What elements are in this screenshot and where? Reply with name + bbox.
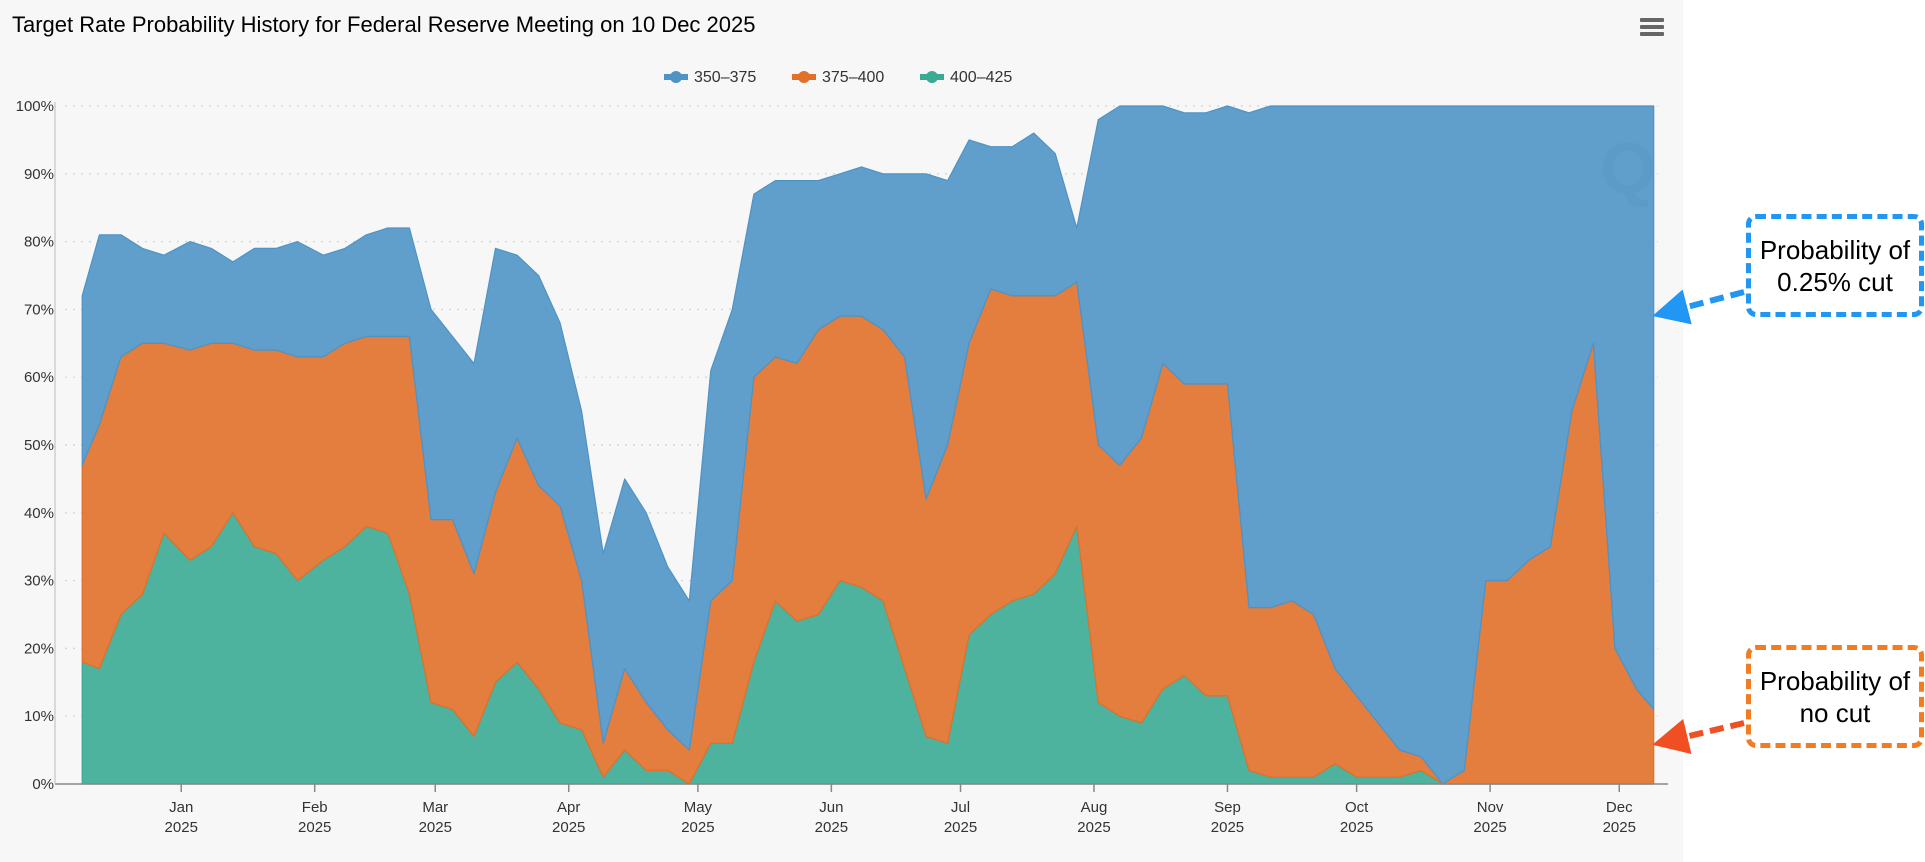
y-tick-label: 100%: [16, 98, 54, 115]
x-tick-year: 2025: [552, 819, 585, 836]
y-tick-label: 40%: [24, 505, 54, 522]
y-tick-label: 0%: [32, 776, 54, 793]
legend[interactable]: 350–375 375–400 400–425: [664, 69, 1012, 86]
y-tick-label: 20%: [24, 640, 54, 657]
x-tick-month: Mar: [422, 799, 448, 816]
menu-bar: [1640, 18, 1664, 22]
y-tick-label: 60%: [24, 369, 54, 386]
legend-marker: [670, 71, 682, 83]
x-tick-month: Nov: [1477, 799, 1504, 816]
x-tick-month: Sep: [1214, 799, 1241, 816]
chart-title: Target Rate Probability History for Fede…: [12, 12, 756, 37]
x-tick-month: Jun: [819, 799, 843, 816]
y-tick-label: 10%: [24, 708, 54, 725]
legend-label: 400–425: [950, 69, 1012, 86]
x-tick-year: 2025: [815, 819, 848, 836]
x-tick-year: 2025: [165, 819, 198, 836]
area-350-375[interactable]: [81, 105, 1655, 785]
x-tick-year: 2025: [1077, 819, 1110, 836]
x-tick-year: 2025: [944, 819, 977, 836]
x-tick-year: 2025: [298, 819, 331, 836]
x-tick-month: Jan: [169, 799, 193, 816]
y-tick-label: 90%: [24, 166, 54, 183]
y-tick-label: 70%: [24, 301, 54, 318]
x-tick-year: 2025: [1603, 819, 1636, 836]
hamburger-menu-icon[interactable]: [1638, 15, 1666, 43]
menu-bar: [1640, 32, 1664, 36]
y-tick-label: 50%: [24, 437, 54, 454]
x-tick-month: Feb: [302, 799, 328, 816]
chart-panel: Q 0%10%20%30%40%50%60%70%80%90%100%Jan20…: [12, 12, 1668, 836]
legend-marker: [798, 71, 810, 83]
legend-item-400-425[interactable]: 400–425: [920, 69, 1012, 86]
legend-label: 375–400: [822, 69, 884, 86]
y-tick-label: 30%: [24, 573, 54, 590]
x-tick-year: 2025: [1340, 819, 1373, 836]
menu-bar: [1640, 25, 1664, 29]
x-tick-month: Dec: [1606, 799, 1633, 816]
axes: 0% 10% 20% 30% 40% 50% 60% 70% 80% 90% 100% Jan 2025…: [16, 98, 1668, 836]
x-tick-month: Jul: [951, 799, 970, 816]
x-tick-year: 2025: [1473, 819, 1506, 836]
callout-no-cut-probability: Probability of no cut: [1746, 645, 1924, 748]
x-tick-year: 2025: [681, 819, 714, 836]
x-tick-year: 2025: [419, 819, 452, 836]
series-areas: [81, 105, 1655, 785]
chart-svg: Q 0%10%20%30%40%50%60%70%80%90%100%Jan20…: [16, 69, 1668, 836]
x-tick-month: Aug: [1081, 799, 1108, 816]
y-tick-label: 80%: [24, 234, 54, 251]
x-tick-month: May: [684, 799, 713, 816]
legend-label: 350–375: [694, 69, 756, 86]
legend-marker: [926, 71, 938, 83]
legend-item-375-400[interactable]: 375–400: [792, 69, 884, 86]
x-tick-month: Oct: [1345, 799, 1369, 816]
legend-item-350-375[interactable]: 350–375: [664, 69, 756, 86]
x-tick-year: 2025: [1211, 819, 1244, 836]
x-tick-month: Apr: [557, 799, 580, 816]
callout-cut-probability: Probability of 0.25% cut: [1746, 214, 1924, 317]
